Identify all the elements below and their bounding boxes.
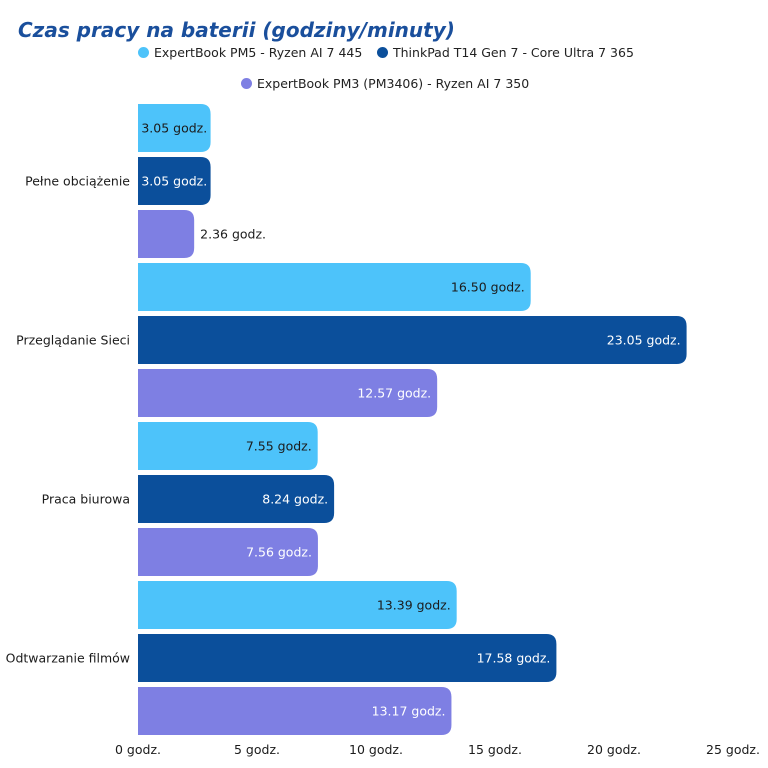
bar-series-1-category-2[interactable] — [138, 475, 335, 523]
data-label-series-0-category-1: 16.50 godz. — [451, 280, 525, 295]
data-label-series-0-category-0: 3.05 godz. — [141, 121, 207, 136]
x-tick-label-1: 5 godz. — [234, 742, 280, 757]
category-label-2: Praca biurowa — [42, 492, 130, 507]
legend-marker-expertbook-pm3 — [241, 78, 252, 89]
data-label-series-1-category-3: 17.58 godz. — [477, 651, 551, 666]
x-tick-label-4: 20 godz. — [587, 742, 641, 757]
bar-series-1-category-3[interactable] — [138, 634, 557, 682]
bar-series-2-category-0[interactable] — [138, 210, 195, 258]
bar-series-2-category-1[interactable] — [138, 369, 438, 417]
x-tick-label-3: 15 godz. — [468, 742, 522, 757]
legend-label-thinkpad-t14: ThinkPad T14 Gen 7 - Core Ultra 7 365 — [393, 45, 634, 60]
category-label-0: Pełne obciążenie — [25, 174, 130, 189]
legend: ExpertBook PM5 - Ryzen AI 7 445 ThinkPad… — [0, 0, 768, 100]
legend-item-expertbook-pm3[interactable]: ExpertBook PM3 (PM3406) - Ryzen AI 7 350 — [241, 76, 529, 91]
bar-series-0-category-3[interactable] — [138, 581, 457, 629]
bar-series-1-category-1[interactable] — [138, 316, 687, 364]
x-tick-label-2: 10 godz. — [349, 742, 403, 757]
bar-series-0-category-1[interactable] — [138, 263, 531, 311]
legend-marker-expertbook-pm5 — [138, 47, 149, 58]
chart-title: Czas pracy na baterii (godziny/minuty) — [18, 18, 455, 42]
data-label-series-2-category-1: 12.57 godz. — [357, 386, 431, 401]
data-label-series-2-category-2: 7.56 godz. — [246, 545, 312, 560]
legend-label-expertbook-pm5: ExpertBook PM5 - Ryzen AI 7 445 — [154, 45, 363, 60]
legend-marker-thinkpad-t14 — [377, 47, 388, 58]
data-label-series-2-category-3: 13.17 godz. — [372, 704, 446, 719]
bar-series-1-category-0[interactable] — [138, 157, 211, 205]
legend-label-expertbook-pm3: ExpertBook PM3 (PM3406) - Ryzen AI 7 350 — [257, 76, 530, 91]
data-label-series-2-category-0: 2.36 godz. — [200, 227, 266, 242]
category-label-1: Przeglądanie Sieci — [16, 333, 130, 348]
legend-item-expertbook-pm5[interactable]: ExpertBook PM5 - Ryzen AI 7 445 — [138, 45, 362, 60]
data-label-series-1-category-1: 23.05 godz. — [607, 333, 681, 348]
category-label-3: Odtwarzanie filmów — [6, 651, 130, 666]
bar-series-0-category-0[interactable] — [138, 104, 211, 152]
data-label-series-1-category-2: 8.24 godz. — [262, 492, 328, 507]
data-label-series-0-category-3: 13.39 godz. — [377, 598, 451, 613]
data-label-series-0-category-2: 7.55 godz. — [246, 439, 312, 454]
legend-item-thinkpad-t14[interactable]: ThinkPad T14 Gen 7 - Core Ultra 7 365 — [377, 45, 634, 60]
x-tick-label-5: 25 godz. — [706, 742, 760, 757]
bar-series-2-category-3[interactable] — [138, 687, 452, 735]
x-tick-label-0: 0 godz. — [115, 742, 161, 757]
bar-series-2-category-2[interactable] — [138, 528, 318, 576]
bar-series-0-category-2[interactable] — [138, 422, 318, 470]
data-label-series-1-category-0: 3.05 godz. — [141, 174, 207, 189]
